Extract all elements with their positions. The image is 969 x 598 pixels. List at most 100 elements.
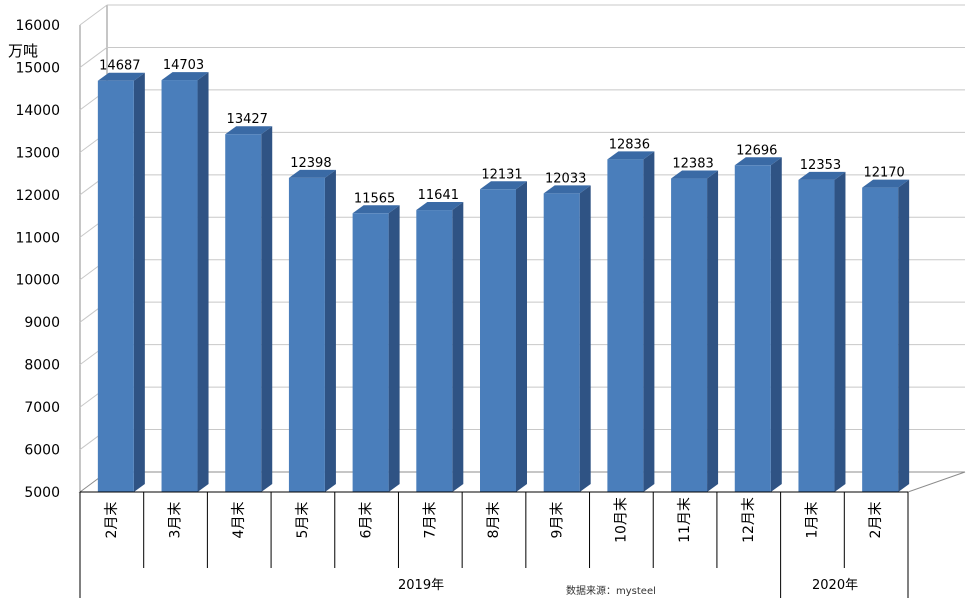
- data-label: 12836: [609, 137, 650, 152]
- x-tick-label: 7月末: [422, 502, 438, 539]
- bar-side: [324, 169, 336, 493]
- bar-top: [97, 72, 145, 81]
- bar-top: [225, 126, 273, 135]
- data-label: 12383: [672, 157, 713, 172]
- x-tick-label: 3月末: [168, 502, 184, 539]
- bar-top: [671, 170, 719, 179]
- bar-front: [416, 210, 453, 492]
- x-tick-label: 9月末: [550, 502, 566, 539]
- x-axis-table: 2月末 3月末 4月末 5月末 6月末 7月末 8月末 9月末 10月末 11月末 12月末 1月末 2…: [79, 491, 909, 598]
- y-tick-label: 14000: [15, 103, 60, 119]
- data-label: 12353: [800, 158, 841, 173]
- y-tick-label: 6000: [24, 443, 60, 459]
- data-label: 14703: [163, 58, 204, 73]
- bar-front: [161, 80, 198, 493]
- y-tick-label: 8000: [24, 358, 60, 374]
- bar-top: [352, 205, 400, 214]
- bar: [607, 151, 655, 493]
- x-tick-label: 12月末: [741, 497, 757, 543]
- x-tick-label: 11月末: [677, 497, 693, 543]
- bar-front: [352, 213, 389, 493]
- bar-top: [798, 171, 846, 180]
- y-tick-label: 9000: [24, 315, 60, 331]
- bar-top: [480, 181, 527, 190]
- bar-front: [734, 165, 771, 492]
- bar-side: [388, 205, 400, 493]
- data-label: 11641: [418, 188, 459, 203]
- bar-front: [288, 177, 325, 493]
- bar-side: [452, 202, 464, 492]
- y-tick-label: 13000: [15, 145, 60, 161]
- bar-top: [416, 202, 464, 211]
- bar-top: [288, 169, 336, 178]
- data-label: 12131: [481, 167, 522, 182]
- bar-top: [734, 157, 782, 166]
- bar: [798, 171, 846, 492]
- bar-front: [225, 134, 262, 493]
- bar-front: [862, 187, 899, 493]
- x-tick-label: 8月末: [486, 502, 502, 539]
- bar-side: [834, 171, 846, 492]
- bar-side: [643, 151, 655, 493]
- x-tick-label: 6月末: [359, 502, 375, 539]
- bar-front: [607, 159, 644, 493]
- bar-side: [516, 181, 527, 492]
- data-label: 14687: [99, 59, 140, 74]
- bar: [862, 179, 910, 493]
- y-tick-label: 15000: [15, 60, 60, 76]
- bar-side: [579, 185, 591, 492]
- bar: [352, 205, 400, 493]
- data-label: 13427: [227, 112, 268, 127]
- bar-side: [898, 179, 910, 493]
- bar-top: [543, 185, 591, 194]
- bar: [288, 169, 336, 493]
- bar-side: [707, 170, 719, 492]
- y-tick-label: 5000: [24, 485, 60, 501]
- data-label: 11565: [354, 191, 395, 206]
- bar: [480, 181, 527, 492]
- x-tick-label: 2月末: [104, 502, 120, 539]
- data-labels: 14687 14703 13427 12398 11565 11641 12131 12033…: [99, 58, 905, 206]
- data-label: 12696: [736, 143, 777, 158]
- x-tick-label: 2月末: [868, 502, 884, 539]
- bar-side: [133, 72, 145, 492]
- bar-side: [770, 157, 782, 492]
- y-axis-label: 万吨: [8, 42, 39, 60]
- y-tick-label: 12000: [15, 188, 60, 204]
- x-tick-label: 10月末: [613, 497, 629, 543]
- data-label: 12398: [290, 156, 331, 171]
- bar-front: [543, 193, 580, 492]
- y-tick-label: 16000: [15, 18, 60, 34]
- bar-front: [97, 80, 134, 492]
- bar-top: [607, 151, 655, 160]
- bar-front: [480, 189, 516, 492]
- bar: [161, 72, 209, 493]
- bars: [97, 72, 910, 493]
- y-tick-label: 10000: [15, 273, 60, 289]
- x-tick-label: 5月末: [295, 502, 311, 539]
- bar-top: [862, 179, 910, 188]
- gridline-diag: [79, 4, 108, 26]
- bar-top: [161, 72, 209, 81]
- bar: [225, 126, 273, 493]
- x-tick-label: 4月末: [231, 502, 247, 539]
- group-label-2019: 2019年: [398, 578, 445, 593]
- y-tick-label: 11000: [15, 230, 60, 246]
- bar-side: [197, 72, 209, 493]
- group-label-2020: 2020年: [812, 578, 859, 593]
- bar: [671, 170, 719, 492]
- y-tick-label: 7000: [24, 400, 60, 416]
- bar-front: [798, 179, 835, 492]
- bar: [97, 72, 145, 492]
- bar-front: [671, 178, 708, 492]
- gridline-diag: [79, 47, 108, 68]
- data-label: 12170: [863, 166, 904, 181]
- y-tick-labels: 5000 6000 7000 8000 9000 10000 11000 12000 13000…: [15, 18, 60, 501]
- bar-side: [261, 126, 273, 493]
- data-label: 12033: [545, 171, 586, 186]
- bar: [416, 202, 464, 492]
- bar: [543, 185, 591, 492]
- x-tick-label: 1月末: [804, 502, 820, 539]
- source-note: 数据来源：mysteel: [566, 586, 656, 597]
